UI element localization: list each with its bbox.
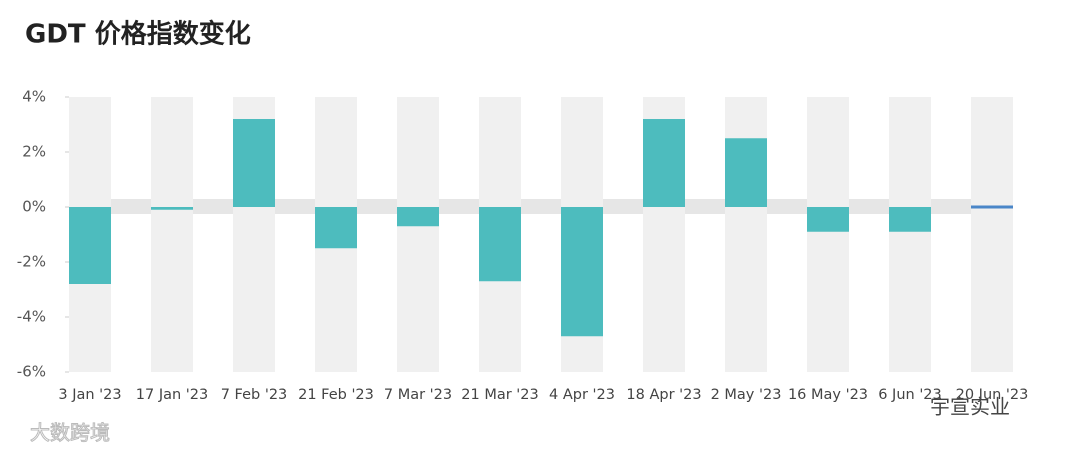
column-band — [889, 97, 931, 372]
x-tick-label: 21 Mar '23 — [461, 387, 538, 403]
bar — [725, 138, 767, 207]
chart-title: GDT 价格指数变化 — [25, 19, 251, 50]
x-tick-label: 6 Jun '23 — [878, 387, 942, 403]
bar — [807, 207, 849, 232]
bar — [479, 207, 521, 282]
watermark: 大数跨境 — [30, 421, 110, 445]
y-tick-label: -6% — [17, 363, 46, 381]
column-band — [971, 97, 1013, 372]
x-tick-label: 18 Apr '23 — [626, 387, 701, 403]
bar — [643, 119, 685, 207]
bar — [889, 207, 931, 232]
bar — [151, 207, 193, 210]
bar — [233, 119, 275, 207]
column-band — [151, 97, 193, 372]
x-tick-label: 3 Jan '23 — [58, 387, 121, 403]
x-tick-label: 2 May '23 — [711, 387, 782, 403]
bar — [69, 207, 111, 284]
watermark: 宇宣实业 — [930, 395, 1010, 419]
y-tick-label: -4% — [17, 308, 46, 326]
bar — [561, 207, 603, 337]
y-tick-label: 2% — [22, 143, 46, 161]
column-band — [807, 97, 849, 372]
y-tick-label: 0% — [22, 198, 46, 216]
bar — [397, 207, 439, 227]
zero-band — [69, 199, 1013, 214]
x-tick-label: 21 Feb '23 — [298, 387, 374, 403]
bar — [971, 205, 1013, 209]
x-tick-label: 20 Jun '23 — [956, 387, 1029, 403]
column-band — [397, 97, 439, 372]
x-tick-label: 17 Jan '23 — [136, 387, 208, 403]
y-tick-label: 4% — [22, 88, 46, 106]
x-tick-label: 16 May '23 — [788, 387, 868, 403]
x-tick-label: 4 Apr '23 — [549, 387, 615, 403]
y-tick-label: -2% — [17, 253, 46, 271]
x-tick-label: 7 Feb '23 — [221, 387, 288, 403]
x-tick-label: 7 Mar '23 — [384, 387, 452, 403]
bar — [315, 207, 357, 249]
